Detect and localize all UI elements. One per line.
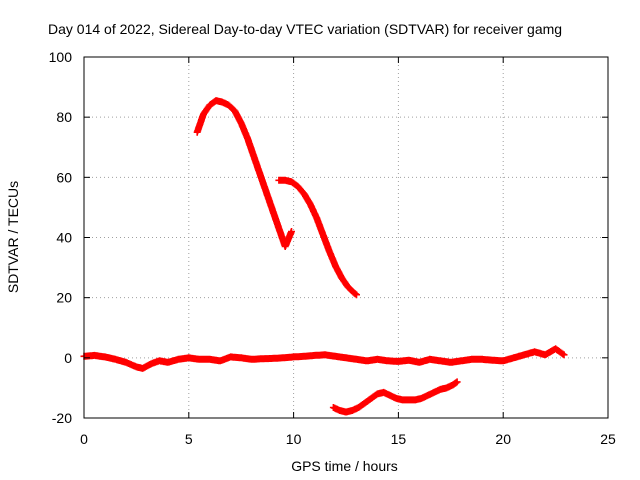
y-axis-label: SDTVAR / TECUs — [5, 181, 21, 293]
data-points-arc-2 — [275, 176, 360, 299]
y-tick-label: -20 — [52, 410, 72, 426]
y-tick-label: 80 — [56, 109, 72, 125]
x-tick-label: 20 — [495, 431, 511, 447]
x-tick-label: 0 — [80, 431, 88, 447]
data-points-arc-1 — [193, 97, 295, 250]
chart-title: Day 014 of 2022, Sidereal Day-to-day VTE… — [48, 21, 562, 37]
x-axis-label: GPS time / hours — [291, 458, 398, 474]
series-arc-4 — [329, 378, 461, 416]
series-arc-2 — [275, 176, 360, 299]
y-tick-label: 20 — [56, 290, 72, 306]
x-tick-label: 5 — [185, 431, 193, 447]
x-tick-label: 15 — [391, 431, 407, 447]
y-tick-label: 60 — [56, 169, 72, 185]
y-tick-label: 40 — [56, 230, 72, 246]
axis-ticks: 0 5 10 15 20 25 -20 0 20 40 60 80 100 — [49, 49, 616, 447]
data-points-arc-4 — [329, 378, 461, 416]
y-tick-label: 100 — [49, 49, 73, 65]
x-tick-label: 25 — [600, 431, 616, 447]
series-arc-1 — [193, 97, 295, 250]
x-tick-label: 10 — [286, 431, 302, 447]
y-tick-label: 0 — [64, 350, 72, 366]
data-series — [80, 97, 568, 416]
